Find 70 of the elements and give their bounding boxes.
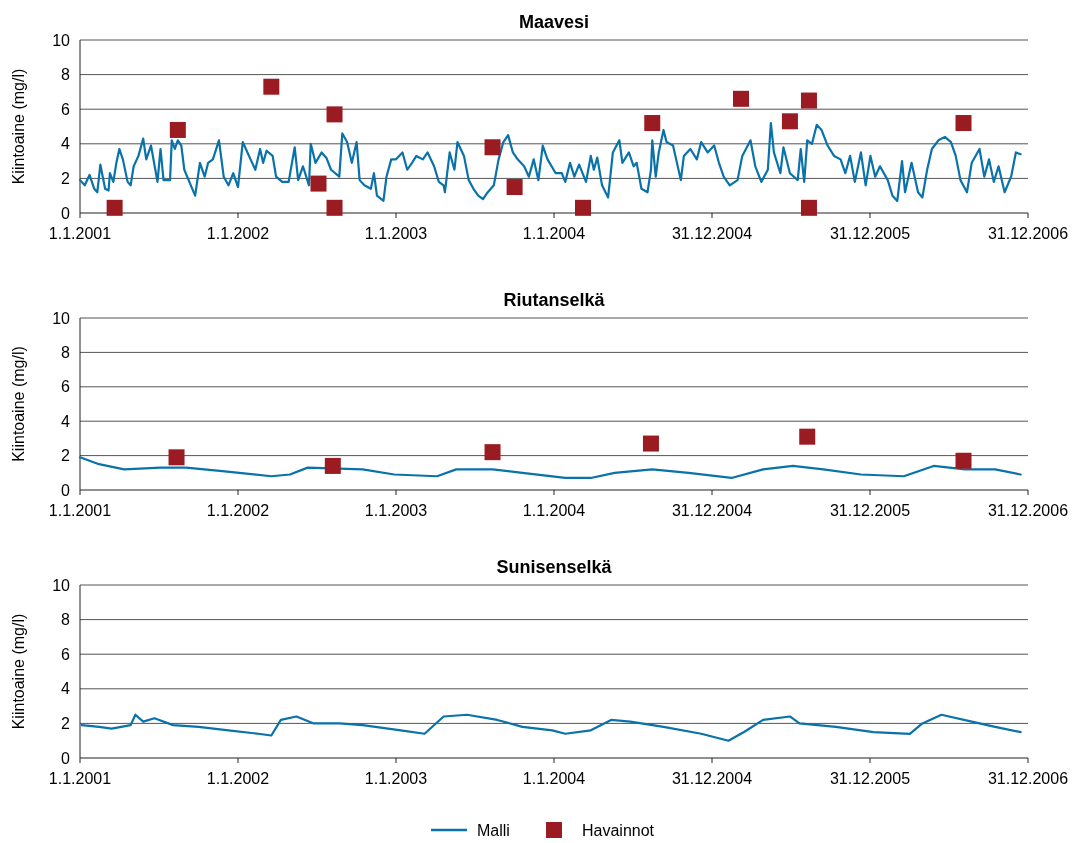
point — [800, 92, 817, 109]
chart-title: Riutanselkä — [503, 290, 606, 310]
x-tick-label: 31.12.2006 — [987, 225, 1069, 242]
y-tick-label: 2 — [61, 715, 71, 732]
chart-title: Maavesi — [518, 12, 590, 32]
x-tick-label: 31.12.2005 — [829, 225, 911, 242]
point — [326, 199, 343, 216]
point — [799, 428, 816, 445]
point — [263, 78, 280, 95]
point — [326, 106, 343, 123]
x-tick-label: 1.1.2001 — [48, 225, 112, 242]
y-tick-label: 0 — [61, 204, 71, 222]
point — [484, 139, 501, 156]
x-tick-label: 1.1.2002 — [206, 225, 270, 242]
legend-label: Malli — [477, 821, 510, 839]
y-axis-title: Kiintoaine (mg/l) — [10, 346, 27, 462]
y-tick-label: 6 — [61, 645, 71, 663]
y-tick-label: 2 — [61, 447, 71, 465]
point — [800, 199, 817, 216]
x-tick-label: 31.12.2006 — [987, 502, 1069, 519]
x-tick-label: 1.1.2004 — [522, 502, 586, 519]
y-tick-label: 0 — [61, 749, 71, 767]
point — [955, 115, 972, 132]
x-tick-label: 1.1.2003 — [364, 770, 428, 787]
x-tick-label: 31.12.2005 — [829, 502, 911, 519]
y-tick-label: 10 — [52, 31, 71, 49]
y-tick-label: 6 — [61, 378, 71, 396]
y-tick-label: 4 — [61, 412, 71, 430]
x-tick-label: 31.12.2004 — [671, 770, 753, 787]
legend-label: Havainnot — [582, 821, 655, 839]
x-tick-label: 31.12.2004 — [671, 225, 753, 242]
y-tick-label: 4 — [61, 135, 71, 153]
x-tick-label: 31.12.2006 — [987, 770, 1069, 787]
point — [733, 90, 749, 107]
line-series — [78, 121, 1022, 202]
point — [169, 121, 186, 138]
point — [310, 175, 327, 192]
x-tick-label: 1.1.2002 — [206, 502, 270, 519]
y-tick-label: 2 — [61, 170, 71, 187]
y-axis-title: Kiintoaine (mg/l) — [10, 68, 27, 185]
line-series — [80, 713, 1022, 742]
point — [484, 444, 501, 461]
point — [644, 115, 661, 132]
y-axis-title: Kiintoaine (mg/l) — [10, 613, 27, 730]
point — [781, 113, 798, 130]
x-tick-label: 1.1.2001 — [48, 770, 112, 787]
point — [106, 199, 123, 216]
y-tick-label: 10 — [52, 309, 71, 327]
y-tick-label: 8 — [61, 611, 71, 629]
point — [324, 457, 341, 474]
point — [506, 179, 523, 196]
y-tick-label: 8 — [61, 66, 71, 84]
point — [955, 452, 972, 469]
chart-title: Sunisenselkä — [496, 557, 613, 577]
x-tick-label: 31.12.2004 — [671, 502, 753, 519]
y-tick-label: 8 — [61, 344, 71, 361]
y-tick-label: 6 — [61, 100, 71, 118]
y-tick-label: 4 — [61, 680, 71, 698]
point — [168, 449, 185, 466]
x-tick-label: 1.1.2003 — [364, 502, 428, 519]
point — [642, 435, 659, 452]
x-tick-label: 1.1.2002 — [206, 770, 270, 787]
y-tick-label: 0 — [61, 481, 71, 499]
x-tick-label: 1.1.2004 — [522, 770, 586, 787]
x-tick-label: 1.1.2001 — [48, 502, 112, 519]
point — [575, 199, 591, 216]
x-tick-label: 31.12.2005 — [829, 770, 911, 787]
x-tick-label: 1.1.2004 — [522, 225, 586, 242]
x-tick-label: 1.1.2003 — [364, 225, 428, 242]
y-tick-label: 10 — [52, 576, 71, 594]
